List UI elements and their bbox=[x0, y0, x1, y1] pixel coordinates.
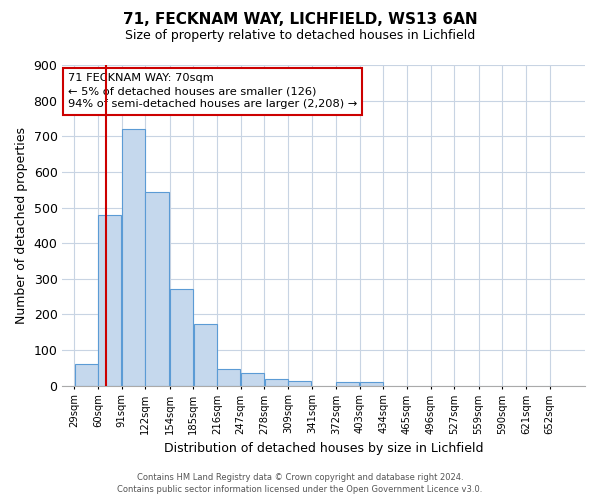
Text: Size of property relative to detached houses in Lichfield: Size of property relative to detached ho… bbox=[125, 29, 475, 42]
Bar bbox=[122, 129, 145, 386]
Bar bbox=[194, 324, 217, 386]
Text: 71, FECKNAM WAY, LICHFIELD, WS13 6AN: 71, FECKNAM WAY, LICHFIELD, WS13 6AN bbox=[122, 12, 478, 28]
Y-axis label: Number of detached properties: Number of detached properties bbox=[15, 127, 28, 324]
Bar bbox=[74, 364, 98, 386]
Bar bbox=[241, 373, 264, 386]
X-axis label: Distribution of detached houses by size in Lichfield: Distribution of detached houses by size … bbox=[164, 442, 484, 455]
Bar bbox=[360, 382, 383, 386]
Bar bbox=[98, 214, 121, 386]
Bar bbox=[217, 369, 240, 386]
Bar bbox=[288, 380, 311, 386]
Text: Contains HM Land Registry data © Crown copyright and database right 2024.
Contai: Contains HM Land Registry data © Crown c… bbox=[118, 472, 482, 494]
Bar bbox=[145, 192, 169, 386]
Bar bbox=[336, 382, 359, 386]
Text: 71 FECKNAM WAY: 70sqm
← 5% of detached houses are smaller (126)
94% of semi-deta: 71 FECKNAM WAY: 70sqm ← 5% of detached h… bbox=[68, 73, 357, 110]
Bar bbox=[170, 289, 193, 386]
Bar bbox=[265, 379, 287, 386]
